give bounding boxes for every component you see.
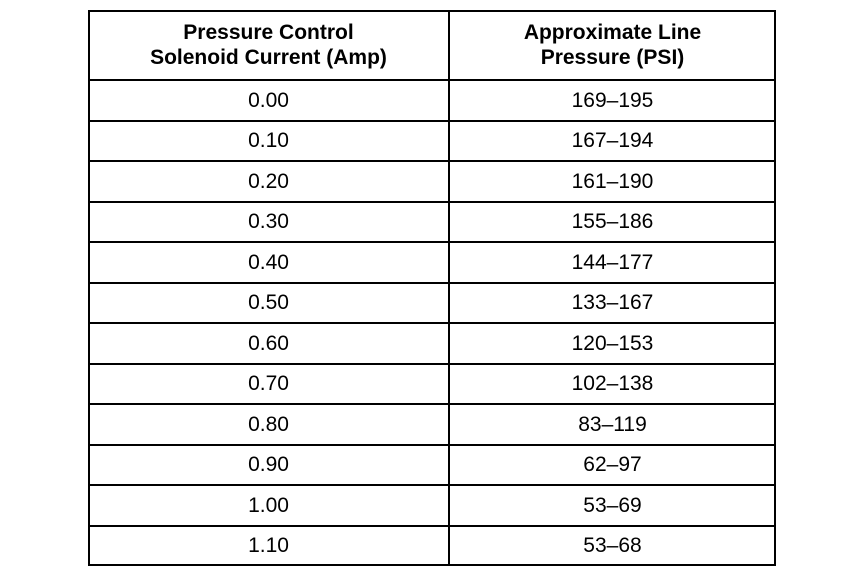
header-cell: Pressure Control Solenoid Current (Amp): [88, 10, 449, 80]
table-cell: 0.70: [88, 363, 449, 404]
cell-text: 167–194: [571, 129, 654, 153]
header-text: Solenoid Current (Amp): [150, 46, 387, 69]
cell-text: 0.00: [248, 88, 289, 112]
table-cell: 62–97: [449, 444, 776, 485]
cell-text: 0.10: [248, 129, 289, 153]
header-text: Pressure (PSI): [540, 46, 685, 69]
table-cell: 0.00: [88, 80, 449, 121]
table-cell: 133–167: [449, 282, 776, 323]
cell-text: 53–69: [583, 493, 642, 517]
cell-text: 0.70: [248, 372, 289, 396]
table-cell: 0.80: [88, 404, 449, 445]
table-cell: 1.00: [88, 485, 449, 526]
cell-text: 155–186: [571, 210, 654, 234]
cell-text: 161–190: [571, 169, 654, 193]
header-text: Pressure Control: [183, 21, 354, 44]
table-cell: 0.20: [88, 161, 449, 202]
cell-text: 0.60: [248, 331, 289, 355]
cell-text: 0.20: [248, 169, 289, 193]
cell-text: 0.40: [248, 250, 289, 274]
table-cell: 144–177: [449, 242, 776, 283]
table-cell: 0.90: [88, 444, 449, 485]
table-cell: 0.30: [88, 201, 449, 242]
table-cell: 102–138: [449, 363, 776, 404]
cell-text: 120–153: [571, 331, 654, 355]
cell-text: 133–167: [571, 291, 654, 315]
header-cell: Approximate Line Pressure (PSI): [449, 10, 776, 80]
cell-text: 62–97: [583, 453, 642, 477]
table-cell: 167–194: [449, 120, 776, 161]
table-cell: 120–153: [449, 323, 776, 364]
table-cell: 53–68: [449, 525, 776, 566]
cell-text: 0.50: [248, 291, 289, 315]
table-cell: 169–195: [449, 80, 776, 121]
table-cell: 1.10: [88, 525, 449, 566]
cell-text: 83–119: [578, 412, 647, 436]
table-cell: 0.60: [88, 323, 449, 364]
table-cell: 0.10: [88, 120, 449, 161]
cell-text: 144–177: [571, 250, 654, 274]
header-text: Approximate Line: [523, 21, 702, 44]
cell-text: 102–138: [571, 372, 654, 396]
cell-text: 169–195: [571, 88, 654, 112]
table: Pressure Control Solenoid Current (Amp) Ap…: [88, 10, 776, 566]
cell-text: 0.90: [248, 453, 289, 477]
cell-text: 1.10: [248, 534, 289, 558]
table-cell: 83–119: [449, 404, 776, 445]
table-cell: 0.50: [88, 282, 449, 323]
table-cell: 161–190: [449, 161, 776, 202]
cell-text: 0.30: [248, 210, 289, 234]
table-cell: 155–186: [449, 201, 776, 242]
table-cell: 53–69: [449, 485, 776, 526]
cell-text: 1.00: [248, 493, 289, 517]
cell-text: 0.80: [248, 412, 289, 436]
cell-text: 53–68: [583, 534, 642, 558]
table-cell: 0.40: [88, 242, 449, 283]
